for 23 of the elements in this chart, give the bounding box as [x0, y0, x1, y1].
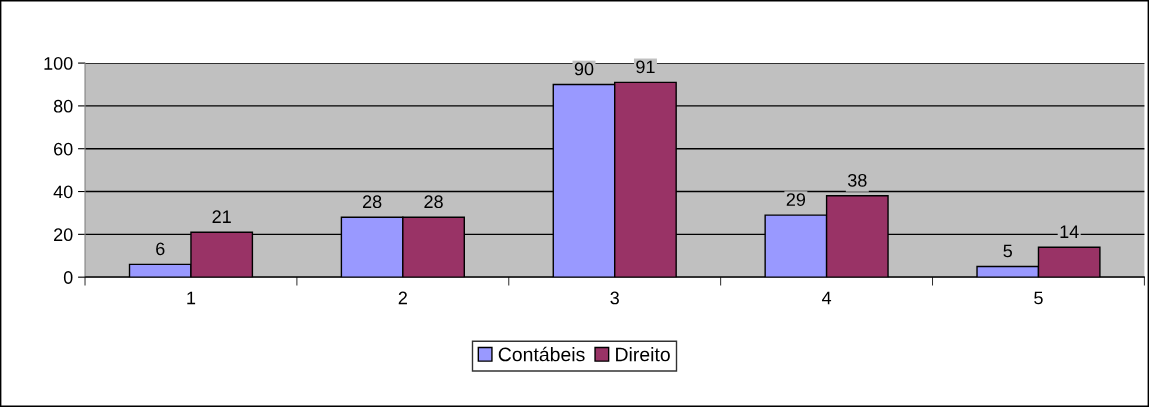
x-tick-label: 2: [398, 291, 407, 305]
x-tick-label: 4: [821, 291, 832, 305]
data-label: 29: [786, 193, 806, 206]
data-label: 14: [1060, 225, 1079, 238]
y-tick-label: 100: [44, 57, 73, 70]
x-tick-label: 3: [610, 291, 619, 305]
data-label: 28: [424, 195, 443, 209]
y-tick-label: 40: [53, 185, 73, 199]
data-label: 38: [847, 173, 867, 187]
data-label: 6: [156, 242, 165, 256]
legend-label: Direito: [616, 347, 670, 362]
data-label: 5: [1003, 244, 1013, 258]
legend-label: Contábeis: [498, 346, 585, 362]
x-tick-label: 1: [187, 291, 196, 305]
y-tick-label: 60: [54, 142, 73, 156]
y-tick-label: 20: [54, 228, 73, 242]
data-label: 21: [212, 210, 231, 223]
x-tick-label: 5: [1034, 291, 1043, 305]
y-tick-label: 80: [53, 99, 73, 113]
data-label: 28: [362, 195, 382, 209]
y-tick-label: 0: [63, 271, 73, 284]
data-label: 90: [574, 62, 594, 76]
data-label: 91: [636, 60, 655, 74]
